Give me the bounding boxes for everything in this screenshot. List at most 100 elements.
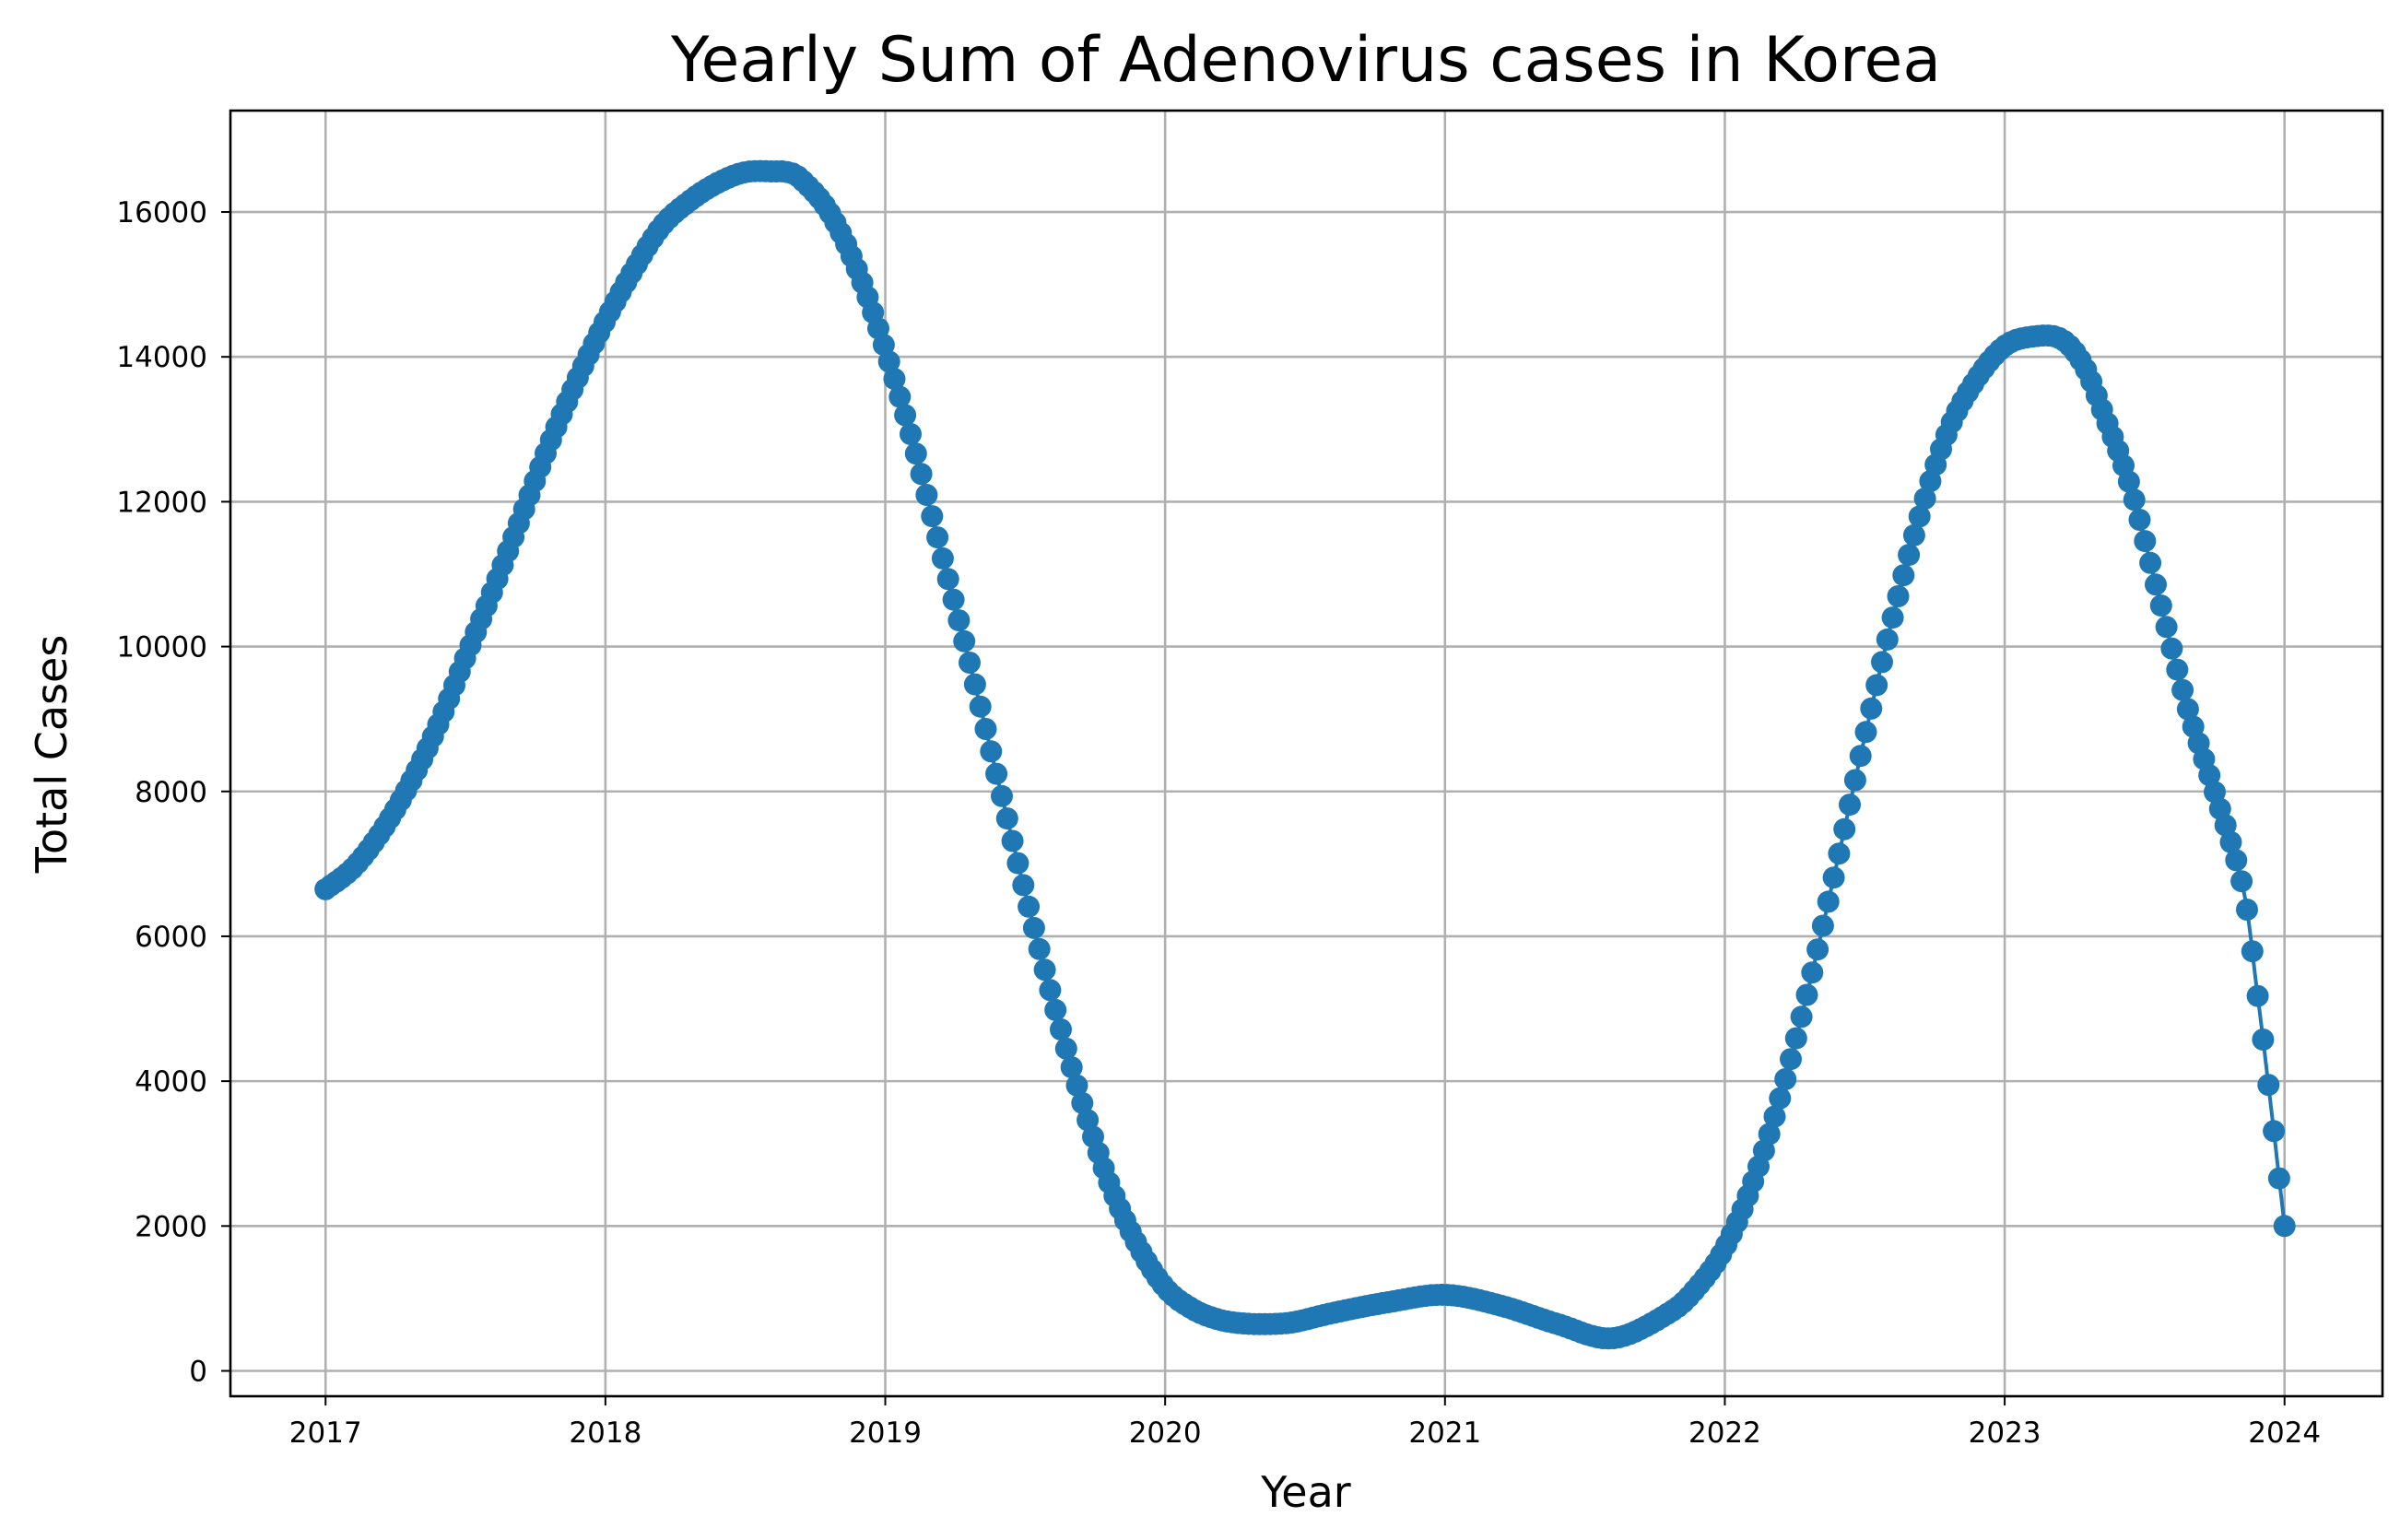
data-point bbox=[2166, 658, 2189, 681]
data-point bbox=[1018, 895, 1041, 918]
data-point bbox=[1795, 983, 1818, 1006]
data-point bbox=[926, 526, 949, 549]
y-tick-label: 2000 bbox=[135, 1210, 207, 1243]
data-point bbox=[936, 568, 959, 591]
data-point bbox=[1843, 769, 1866, 792]
y-tick-label: 14000 bbox=[116, 341, 207, 374]
data-point bbox=[894, 404, 917, 427]
data-point bbox=[877, 350, 900, 373]
data-point bbox=[915, 484, 938, 506]
data-point bbox=[1071, 1091, 1094, 1114]
data-point bbox=[1022, 916, 1045, 939]
data-point bbox=[921, 505, 944, 528]
data-point bbox=[1763, 1105, 1786, 1128]
data-point bbox=[931, 547, 954, 570]
data-point bbox=[2134, 530, 2157, 553]
x-tick-label: 2021 bbox=[1408, 1417, 1481, 1450]
data-point bbox=[980, 740, 1003, 763]
data-point bbox=[1887, 585, 1910, 607]
data-point bbox=[953, 629, 976, 652]
data-point bbox=[2160, 637, 2183, 660]
x-axis-label: Year bbox=[1260, 1467, 1350, 1517]
data-point bbox=[2241, 940, 2264, 963]
data-point bbox=[1033, 958, 1056, 982]
x-tick-label: 2017 bbox=[289, 1417, 362, 1450]
grid-lines bbox=[230, 111, 2382, 1396]
data-point bbox=[1865, 674, 1888, 697]
data-point bbox=[1054, 1037, 1077, 1060]
data-point bbox=[947, 609, 971, 632]
data-point bbox=[1001, 829, 1024, 852]
data-point bbox=[2198, 764, 2221, 787]
data-point bbox=[2139, 551, 2162, 574]
data-point bbox=[942, 588, 965, 611]
y-tick-label: 16000 bbox=[116, 196, 207, 229]
data-point bbox=[1849, 745, 1872, 768]
data-point bbox=[1039, 979, 1062, 1002]
data-point bbox=[2145, 573, 2167, 596]
data-point bbox=[995, 807, 1018, 830]
data-point bbox=[1065, 1074, 1088, 1097]
data-point bbox=[1908, 505, 1931, 528]
data-point bbox=[1006, 852, 1029, 875]
data-point bbox=[1780, 1048, 1802, 1071]
plot-frame bbox=[229, 109, 2384, 1398]
data-point bbox=[969, 695, 992, 718]
data-point bbox=[904, 442, 927, 465]
data-point bbox=[900, 423, 922, 445]
data-point bbox=[974, 718, 997, 740]
data-point bbox=[1913, 487, 1936, 510]
data-point bbox=[2225, 849, 2248, 872]
data-point bbox=[1902, 523, 1925, 547]
data-point bbox=[1876, 628, 1899, 651]
data-point bbox=[2149, 594, 2172, 617]
data-point bbox=[883, 368, 906, 391]
y-tick-label: 0 bbox=[189, 1355, 207, 1388]
data-point bbox=[1076, 1109, 1100, 1132]
data-point bbox=[1044, 998, 1067, 1021]
data-point bbox=[2257, 1074, 2280, 1097]
y-axis-label: Total Cases bbox=[27, 635, 76, 875]
data-point bbox=[1752, 1139, 1775, 1162]
data-point bbox=[2263, 1120, 2286, 1143]
data-point bbox=[1817, 890, 1840, 913]
series-markers bbox=[314, 159, 2296, 1350]
data-point bbox=[2204, 781, 2226, 804]
data-point bbox=[1811, 914, 1834, 937]
chart-title: Yearly Sum of Adenovirus cases in Korea bbox=[670, 24, 1941, 97]
data-point bbox=[1839, 794, 1861, 817]
data-point bbox=[1028, 937, 1051, 960]
data-point bbox=[2273, 1215, 2296, 1238]
data-point bbox=[1822, 866, 1845, 889]
data-point bbox=[1828, 842, 1851, 865]
data-point bbox=[1833, 817, 1856, 841]
data-point bbox=[959, 652, 981, 674]
data-point bbox=[963, 673, 986, 696]
data-point bbox=[1769, 1087, 1792, 1110]
data-point bbox=[2214, 814, 2237, 837]
data-point bbox=[2117, 470, 2140, 493]
y-tick-label: 4000 bbox=[135, 1065, 207, 1099]
data-point bbox=[1892, 564, 1915, 587]
data-point bbox=[1860, 697, 1883, 720]
x-tick-label: 2024 bbox=[2248, 1417, 2321, 1450]
x-tick-label: 2019 bbox=[849, 1417, 922, 1450]
data-point bbox=[2123, 488, 2146, 511]
data-point bbox=[910, 463, 933, 486]
data-point bbox=[1012, 874, 1035, 897]
data-point bbox=[991, 784, 1013, 807]
x-tick-label: 2018 bbox=[569, 1417, 641, 1450]
data-point bbox=[2176, 698, 2199, 721]
data-point bbox=[2252, 1029, 2275, 1051]
data-point bbox=[1774, 1068, 1797, 1090]
data-point bbox=[2230, 870, 2253, 893]
data-point bbox=[1854, 721, 1877, 744]
data-point bbox=[1881, 606, 1904, 629]
x-tick-label: 2020 bbox=[1129, 1417, 1202, 1450]
data-point bbox=[2171, 678, 2194, 701]
series bbox=[314, 159, 2296, 1350]
data-point bbox=[2219, 830, 2242, 853]
data-point bbox=[2236, 899, 2258, 921]
